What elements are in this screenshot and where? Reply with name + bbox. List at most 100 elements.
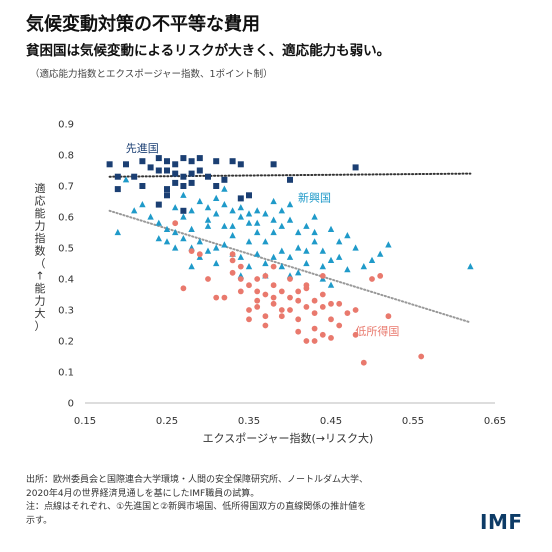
emerging-point — [278, 247, 285, 254]
emerging-point — [327, 256, 335, 263]
emerging-point — [172, 204, 179, 211]
chart-note: （適応能力指数とエクスポージャー指数、1ポイント制） — [30, 69, 273, 80]
source-note: 出所：欧州委員会と国際連合大学環境・人間の安全保障研究所、ノートルダム大学、 2… — [26, 474, 456, 528]
trendline-advanced — [108, 172, 472, 178]
advanced-point — [180, 173, 187, 180]
low-income-point — [303, 282, 310, 289]
low-income-point — [237, 276, 244, 282]
emerging-point — [204, 204, 212, 211]
low-income-point — [295, 288, 302, 295]
emerging-point — [237, 253, 244, 260]
low-income-point — [246, 282, 252, 289]
emerging-point — [229, 222, 236, 229]
emerging-point — [213, 194, 220, 201]
emerging-point — [180, 235, 187, 242]
advanced-point — [213, 183, 220, 189]
emerging-point — [377, 250, 384, 257]
low-income-point — [196, 251, 203, 258]
emerging-point — [221, 222, 228, 229]
low-income-point — [352, 307, 359, 313]
emerging-point — [180, 191, 187, 198]
low-income-point — [319, 304, 326, 310]
low-income-point — [237, 288, 244, 295]
emerging-point — [311, 213, 318, 220]
low-income-point — [246, 316, 252, 323]
emerging-point — [229, 207, 236, 214]
low-income-point — [262, 313, 269, 320]
low-income-point — [221, 294, 228, 301]
advanced-point — [172, 179, 179, 186]
low-income-point — [180, 285, 187, 292]
low-income-point — [295, 328, 302, 335]
emerging-point — [172, 228, 179, 236]
emerging-point — [245, 238, 253, 245]
y-tick-label: 0.8 — [58, 151, 74, 162]
emerging-point — [270, 216, 277, 223]
emerging-point — [327, 225, 335, 232]
advanced-point — [147, 164, 154, 171]
advanced-point — [188, 179, 195, 186]
low-income-point — [188, 248, 195, 255]
advanced-point — [205, 173, 211, 180]
label-low-income: 低所得国 — [355, 325, 399, 338]
emerging-point — [344, 266, 351, 273]
emerging-point — [286, 201, 294, 208]
low-income-point — [270, 294, 277, 301]
advanced-point — [123, 161, 129, 168]
emerging-point — [237, 204, 244, 211]
emerging-point — [295, 269, 302, 276]
advanced-point — [164, 167, 170, 174]
x-axis-label: エクスポージャー指数(→リスク大) — [203, 431, 374, 445]
low-income-point — [328, 335, 334, 341]
imf-logo: IMF — [480, 510, 523, 534]
low-income-point — [385, 313, 392, 320]
low-income-point — [246, 307, 252, 313]
advanced-point — [139, 183, 146, 189]
advanced-point — [106, 161, 113, 168]
advanced-point — [196, 167, 203, 174]
advanced-point — [164, 158, 170, 165]
advanced-point — [131, 173, 138, 180]
emerging-point — [262, 238, 269, 245]
advanced-point — [352, 164, 359, 171]
y-tick-label: 0 — [68, 399, 74, 410]
trendline-emerging-lowincome — [108, 209, 472, 324]
emerging-point — [172, 244, 179, 251]
emerging-point — [139, 201, 146, 208]
emerging-point — [278, 263, 285, 270]
emerging-point — [278, 207, 285, 214]
low-income-point — [237, 263, 244, 270]
emerging-point — [303, 222, 310, 229]
low-income-point — [205, 276, 211, 282]
emerging-point — [467, 263, 474, 270]
emerging-point — [262, 259, 269, 267]
emerging-point — [270, 197, 277, 205]
low-income-point — [377, 273, 384, 279]
emerging-point — [270, 228, 277, 236]
chart-title: 気候変動対策の不平等な費用 — [26, 14, 260, 35]
low-income-point — [229, 257, 236, 264]
emerging-point — [180, 213, 187, 220]
advanced-point — [188, 158, 195, 165]
emerging-point — [204, 222, 212, 229]
advanced-point — [180, 155, 187, 162]
advanced-point — [139, 158, 146, 165]
advanced-point — [229, 158, 236, 165]
low-income-point — [287, 294, 293, 301]
y-tick-label: 0.5 — [58, 244, 74, 255]
emerging-point — [254, 250, 261, 257]
low-income-point — [311, 297, 318, 304]
low-income-point — [311, 338, 318, 344]
emerging-point — [319, 247, 326, 254]
emerging-point — [147, 213, 154, 220]
emerging-point — [155, 235, 162, 242]
emerging-point — [311, 228, 318, 236]
emerging-point — [204, 247, 212, 254]
source-line-2: 2020年4月の世界経済見通しを基にしたIMF職員の試算。 — [26, 488, 260, 499]
emerging-point — [213, 210, 220, 217]
emerging-point — [254, 228, 261, 236]
y-tick-label: 0.9 — [58, 120, 74, 131]
emerging-point — [221, 185, 228, 192]
emerging-point — [368, 256, 376, 263]
low-income-point — [229, 269, 236, 276]
